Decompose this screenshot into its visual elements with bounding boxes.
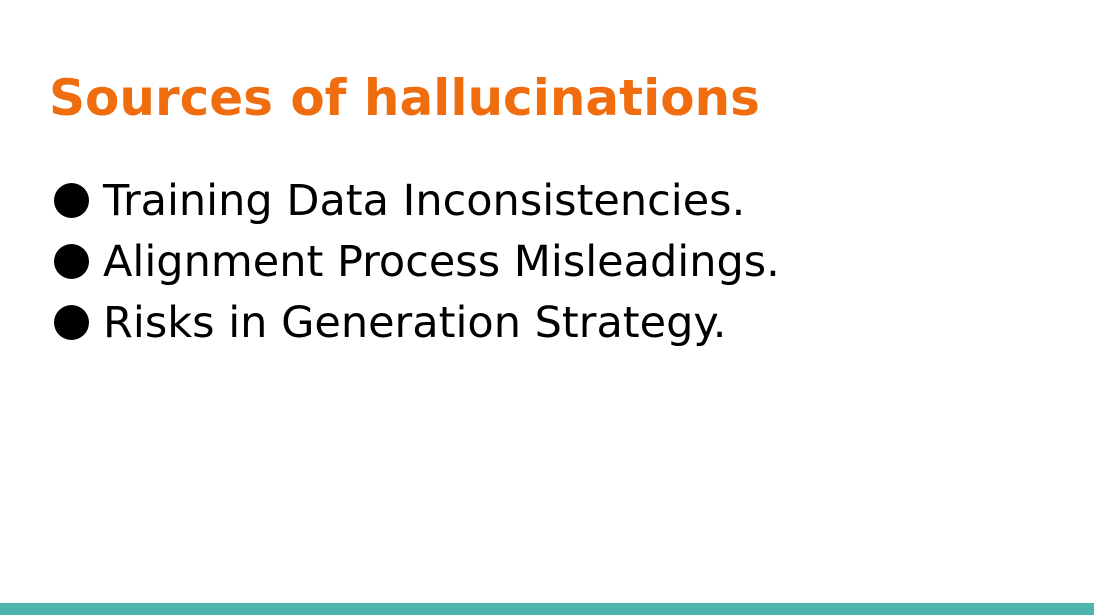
bullet-dot-icon <box>54 183 89 218</box>
list-item: Risks in Generation Strategy. <box>54 292 780 353</box>
slide-title: Sources of hallucinations <box>49 69 760 127</box>
bullet-dot-icon <box>54 305 89 340</box>
list-item: Training Data Inconsistencies. <box>54 170 780 231</box>
bullet-dot-icon <box>54 244 89 279</box>
list-item: Alignment Process Misleadings. <box>54 231 780 292</box>
bullet-text: Training Data Inconsistencies. <box>103 175 746 226</box>
bullet-text: Risks in Generation Strategy. <box>103 297 727 348</box>
bullet-text: Alignment Process Misleadings. <box>103 236 780 287</box>
bullet-list: Training Data Inconsistencies. Alignment… <box>54 170 780 353</box>
accent-bar <box>0 603 1094 615</box>
